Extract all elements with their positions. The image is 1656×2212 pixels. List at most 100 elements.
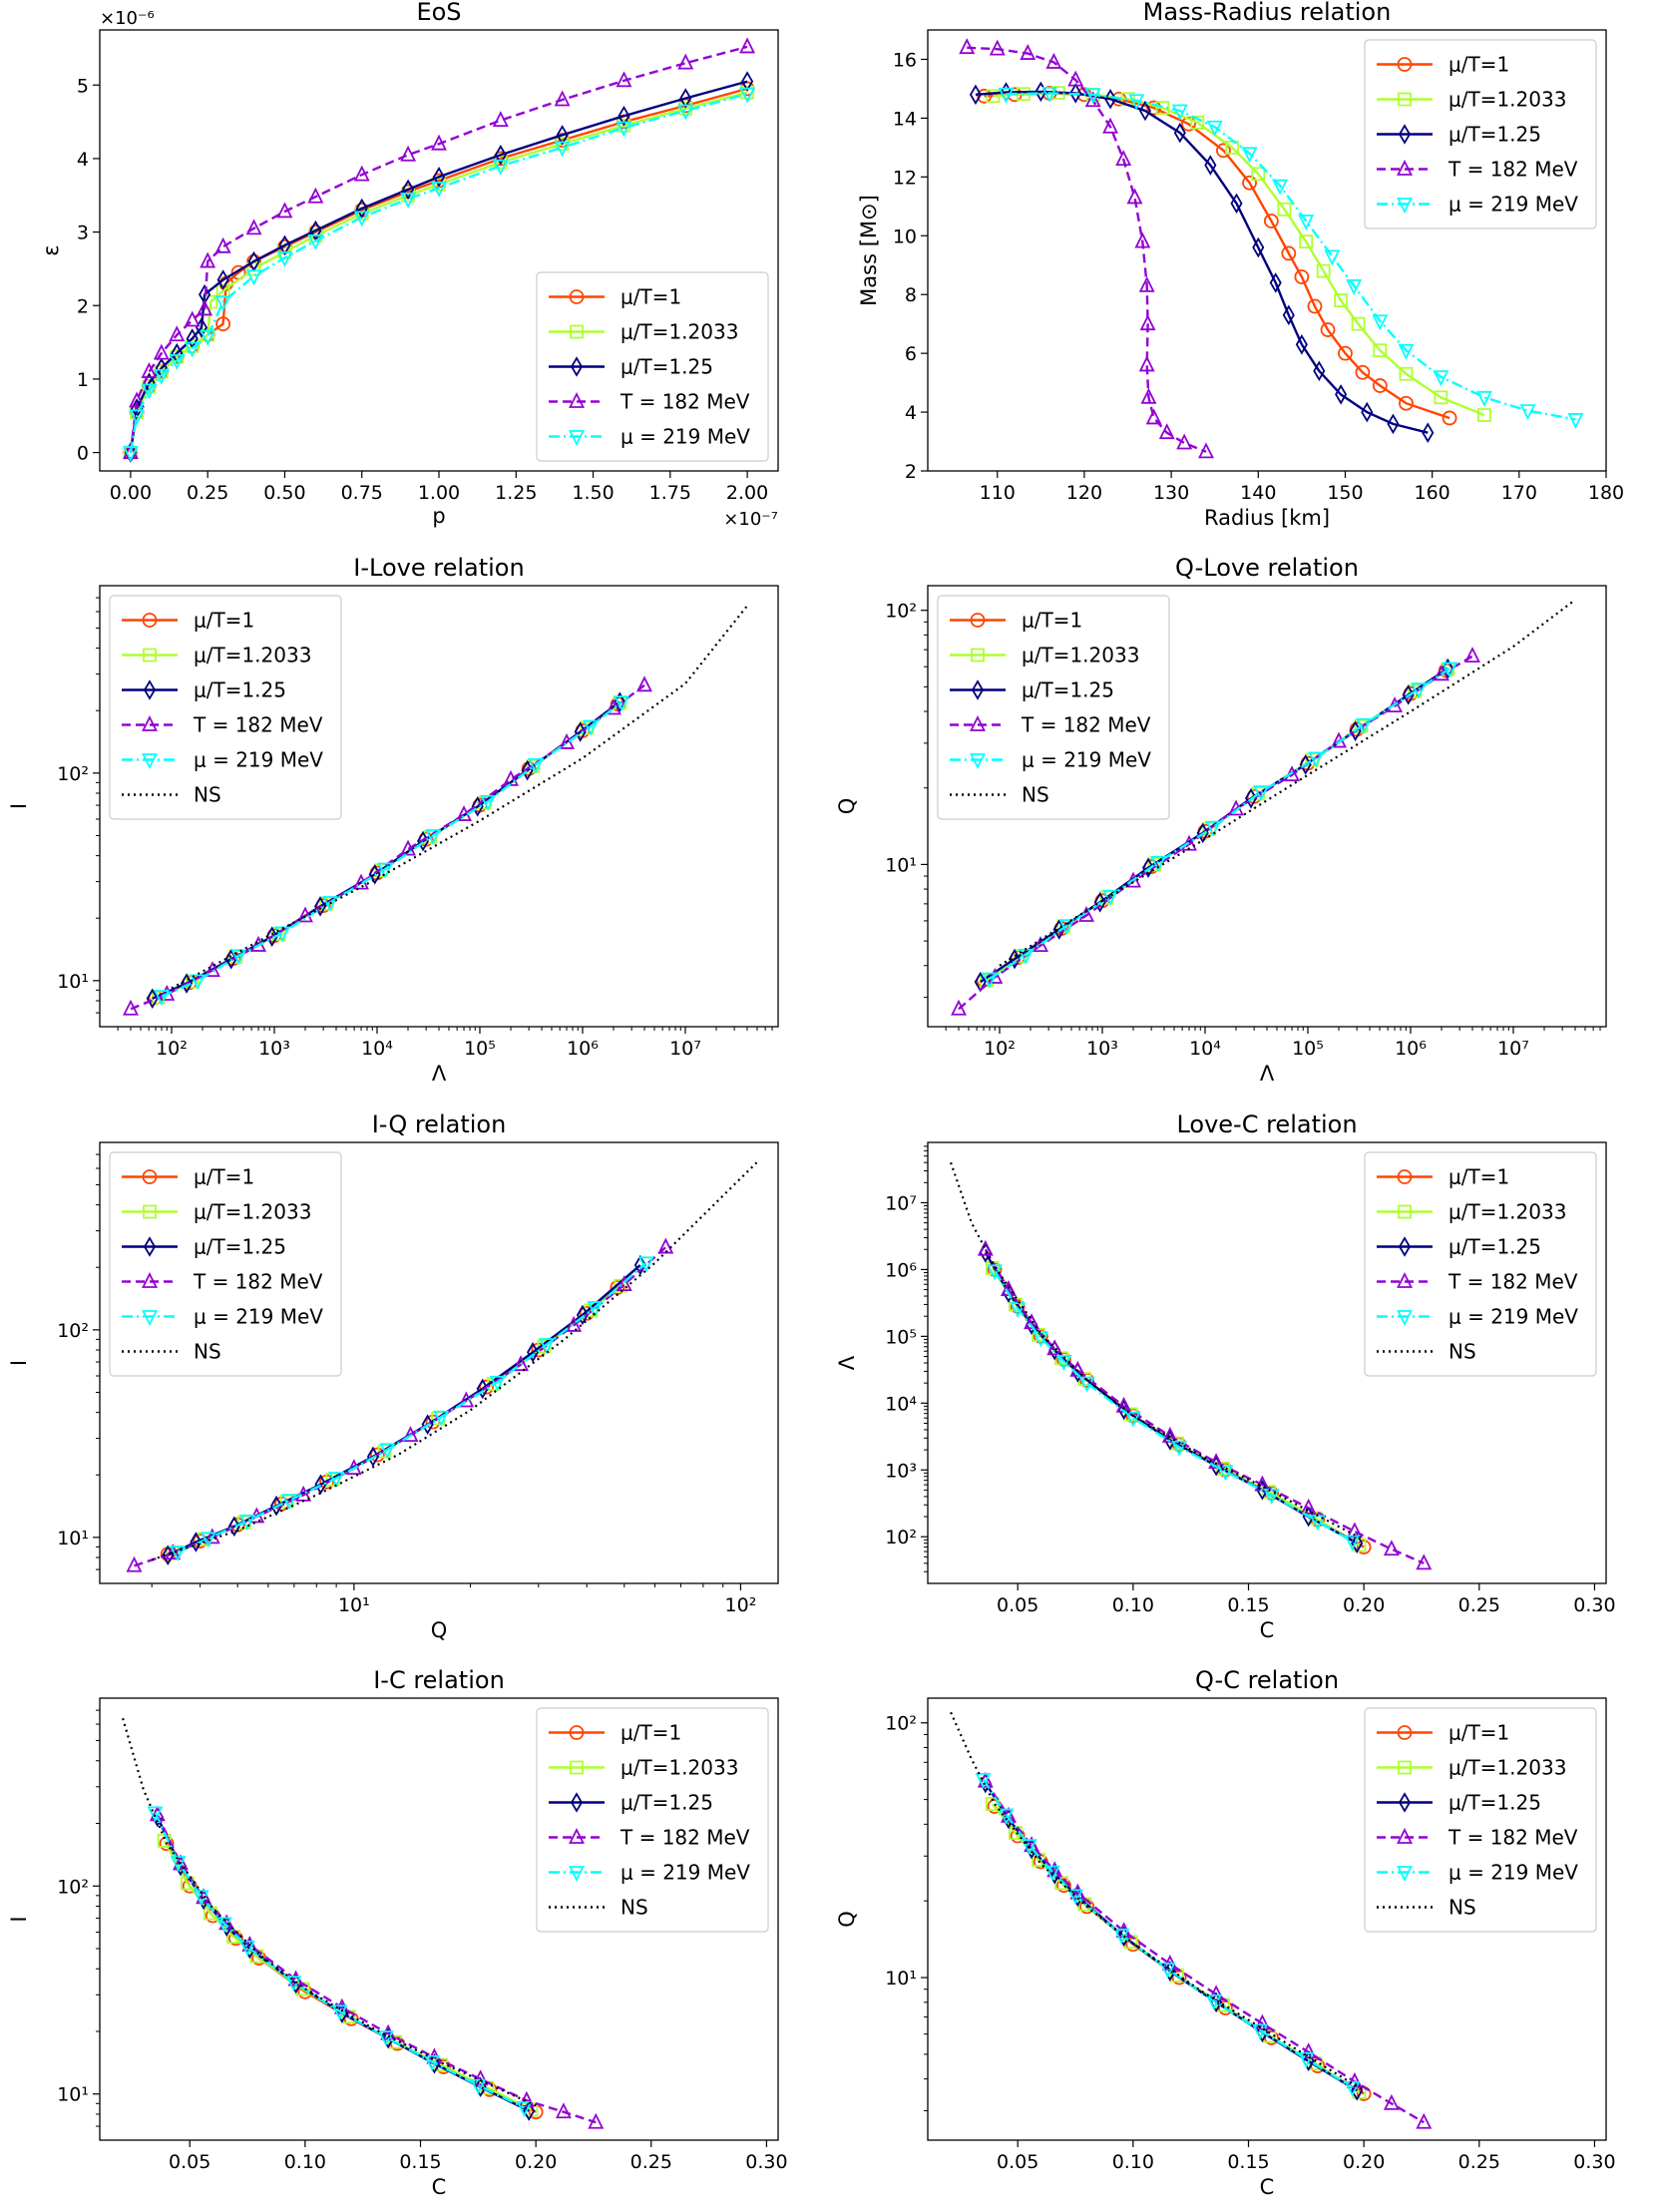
data-point-mu12033: [1190, 115, 1205, 130]
legend-marker-mu125: [143, 679, 157, 700]
data-point-mu1: [1033, 1328, 1048, 1344]
data-point-T182: [1138, 275, 1155, 292]
data-point-mu219: [982, 972, 998, 989]
data-point-mu219: [1252, 2023, 1269, 2040]
legend-label-mu1: μ/T=1: [621, 285, 681, 309]
x-tick-label: 0.25: [187, 482, 228, 504]
legend-label-mu219: μ = 219 MeV: [1449, 193, 1578, 217]
y-axis-label: Λ: [835, 1355, 859, 1370]
x-tick-label: 0.10: [1112, 1594, 1154, 1616]
data-point-T182: [636, 675, 652, 692]
data-point-mu219: [1253, 785, 1269, 802]
data-point-mu125: [1282, 304, 1295, 326]
legend-label-mu12033: μ/T=1.2033: [1449, 88, 1566, 112]
data-point-mu12033: [1351, 316, 1366, 331]
data-point-T182: [1300, 1498, 1317, 1515]
data-point-mu219: [1324, 249, 1341, 266]
x-tick-label: 140: [1240, 482, 1276, 504]
plot-frame: [99, 585, 779, 1028]
y-tick-label: 10⁵: [885, 1326, 917, 1348]
legend-box: [109, 1151, 342, 1377]
data-point-T182: [1138, 355, 1155, 372]
chart-iq: I-Q relation 10¹ 10² 10¹ 10² Q Iμ/T=1 μ/T=1.203…: [7, 1110, 779, 1642]
data-point-mu219: [1442, 662, 1458, 678]
x-tick-label: 0.25: [630, 2151, 672, 2173]
legend-marker-mu219: [1397, 198, 1413, 215]
plot-frame: [99, 1141, 779, 1584]
data-point-T182: [153, 343, 170, 360]
data-point-mu219: [1171, 104, 1188, 121]
data-point-mu219: [1021, 1839, 1037, 1856]
x-tick-label: 0.10: [1112, 2151, 1154, 2173]
series-line-NS: [151, 1161, 758, 1561]
legend-marker-mu219: [569, 1866, 585, 1883]
x-axis-label: Q: [431, 1618, 448, 1642]
data-point-T182: [123, 999, 139, 1016]
data-point-T182: [677, 53, 694, 70]
data-point-mu125: [1313, 360, 1326, 382]
x-tick-label: 0.10: [284, 2151, 326, 2173]
legend-label-T182: T = 182 MeV: [1448, 1270, 1578, 1294]
data-point-mu219: [1372, 314, 1389, 331]
data-point-mu219: [1567, 413, 1584, 429]
x-axis-label: Λ: [1260, 1062, 1275, 1086]
data-point-T182: [1383, 2093, 1400, 2110]
legend-marker-mu12033: [570, 324, 584, 339]
data-point-mu219: [1346, 278, 1363, 295]
data-point-mu125: [314, 896, 327, 917]
y-axis-label: I: [7, 1360, 31, 1366]
data-point-mu219: [328, 1472, 345, 1488]
y-tick-label: 10²: [885, 1713, 917, 1735]
legend-label-mu12033: μ/T=1.2033: [621, 320, 738, 344]
data-point-mu219: [331, 2004, 348, 2021]
x-tick-label: 10²: [984, 1038, 1016, 1060]
x-tick-label: 170: [1501, 482, 1537, 504]
plot-frame: [927, 1141, 1607, 1584]
x-axis-label: Λ: [432, 1062, 447, 1086]
data-point-T182: [1126, 188, 1143, 205]
series-markers-mu1: [977, 85, 1457, 426]
plot-frame: [927, 29, 1607, 472]
data-point-mu125: [1269, 272, 1282, 293]
data-point-mu1: [987, 1262, 1003, 1277]
data-point-T182: [204, 1528, 220, 1545]
data-point-T182: [276, 202, 293, 219]
data-point-mu219: [169, 354, 186, 371]
data-point-T182: [402, 1426, 419, 1443]
data-point-mu12033: [1373, 343, 1388, 358]
x-tick-label: 10⁵: [1292, 1038, 1324, 1060]
legend-marker-mu125: [570, 1792, 584, 1813]
data-point-mu219: [200, 329, 216, 346]
legend-label-mu219: μ = 219 MeV: [1022, 748, 1151, 772]
y-tick-label: 10²: [57, 1320, 89, 1342]
legend-marker-T182: [569, 1827, 585, 1844]
legend-marker-mu1: [142, 613, 158, 628]
data-point-mu125: [1052, 919, 1065, 940]
data-point-mu125: [471, 796, 484, 817]
data-point-T182: [1046, 1339, 1063, 1356]
data-point-mu1: [1307, 298, 1323, 314]
y-tick-label: 4: [905, 402, 917, 424]
data-point-mu219: [1356, 717, 1372, 734]
data-point-mu219: [129, 409, 146, 426]
x-tick-label: 120: [1066, 482, 1102, 504]
data-point-mu219: [153, 368, 170, 385]
legend-label-T182: T = 182 MeV: [1448, 1826, 1578, 1850]
legend-marker-mu1: [1397, 1725, 1413, 1740]
legend-label-mu1: μ/T=1: [1449, 1165, 1509, 1189]
x-tick-label: 10⁶: [567, 1038, 599, 1060]
data-point-mu125: [679, 88, 692, 109]
y-axis-label: Q: [835, 1911, 859, 1928]
y-tick-label: 10⁴: [885, 1393, 917, 1415]
data-point-T182: [657, 1237, 674, 1254]
data-point-T182: [307, 187, 324, 204]
data-point-T182: [1145, 408, 1162, 425]
data-point-mu219: [480, 794, 497, 811]
data-point-mu125: [633, 1254, 646, 1276]
legend-label-T182: T = 182 MeV: [1021, 713, 1151, 737]
data-point-mu219: [1206, 120, 1223, 137]
chart-ic: I-C relation 0.05 0.10 0.15 0.20 0.25 0.30 10¹ 1…: [7, 1666, 788, 2199]
series-line-T182: [984, 1248, 1425, 1564]
data-point-mu125: [523, 2100, 536, 2121]
legend-marker-mu12033: [1398, 1204, 1412, 1219]
